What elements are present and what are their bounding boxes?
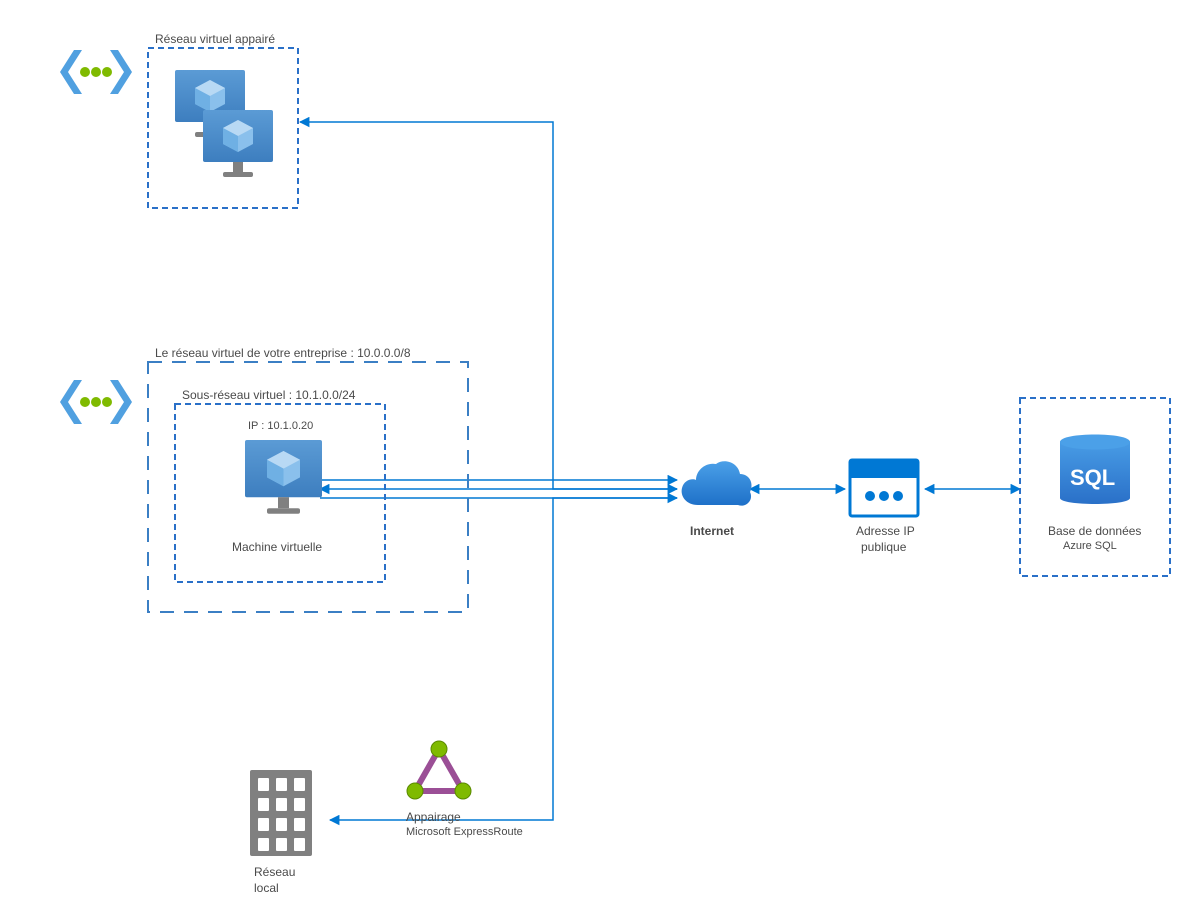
company-vnet-label: Le réseau virtuel de votre entreprise : … xyxy=(155,346,411,360)
vm-front-icon xyxy=(203,110,273,177)
local-network-label: Réseau xyxy=(254,865,295,879)
subnet-label: Sous-réseau virtuel : 10.1.0.0/24 xyxy=(182,388,355,402)
vm-ip-label: IP : 10.1.0.20 xyxy=(248,420,313,432)
vm-icon xyxy=(245,440,322,514)
vnet-company-icon xyxy=(60,380,132,424)
vm-name-label: Machine virtuelle xyxy=(232,540,322,554)
vnet-peered-icon xyxy=(60,50,132,94)
svg-text:SQL: SQL xyxy=(1070,465,1115,490)
database-sublabel: Azure SQL xyxy=(1063,540,1117,552)
icons-group: SQL xyxy=(60,50,1130,856)
peering-label: Appairage xyxy=(406,810,461,824)
edge-internet-to-local xyxy=(330,498,677,820)
internet-label: Internet xyxy=(690,524,734,538)
diagram-canvas: SQL Réseau virtuel appairé Le réseau vir… xyxy=(0,0,1200,914)
cloud-icon xyxy=(682,461,752,505)
building-icon xyxy=(250,770,312,856)
public-ip-icon xyxy=(850,460,918,516)
boxes-group xyxy=(148,48,1170,612)
sql-database-icon: SQL xyxy=(1060,435,1130,505)
database-label: Base de données xyxy=(1048,524,1141,538)
peered-vnet-label: Réseau virtuel appairé xyxy=(155,32,275,46)
public-ip-label: Adresse IP xyxy=(856,524,915,538)
local-network-sublabel: local xyxy=(254,881,279,895)
vm-stack-icon xyxy=(175,70,273,177)
peering-sublabel: Microsoft ExpressRoute xyxy=(406,826,523,838)
public-ip-sublabel: publique xyxy=(861,540,906,554)
peering-icon xyxy=(407,741,471,799)
svg-layer: SQL xyxy=(0,0,1200,914)
edge-internet-to-peered xyxy=(300,122,677,489)
